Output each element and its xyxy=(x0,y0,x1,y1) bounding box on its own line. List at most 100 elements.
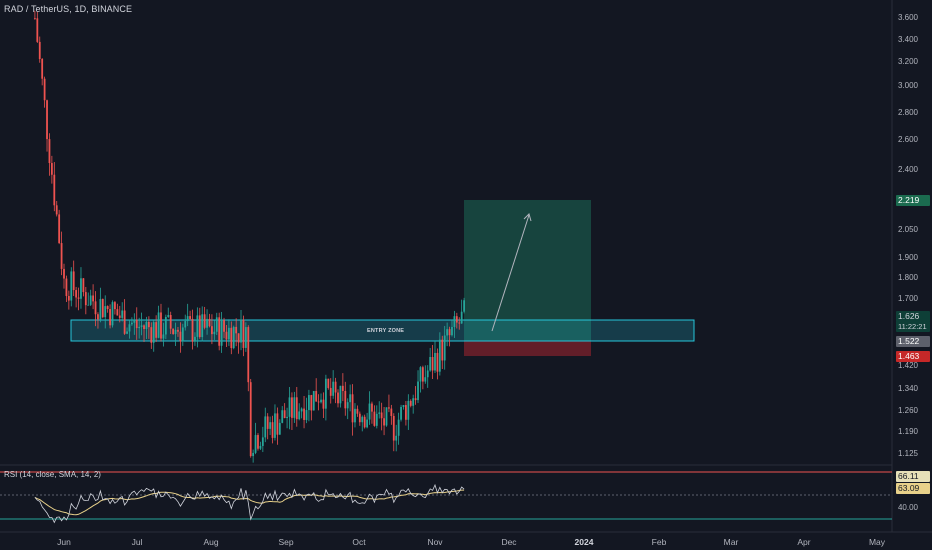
candle-body xyxy=(426,370,429,378)
price-label: 1.800 xyxy=(897,273,918,282)
rsi-ma-tag: 63.09 xyxy=(896,483,930,494)
candle-body xyxy=(421,367,424,382)
candle-body xyxy=(123,310,126,334)
candle-body xyxy=(184,321,187,328)
candle-body xyxy=(82,278,85,293)
candle-body xyxy=(164,316,167,335)
x-label: Oct xyxy=(352,537,366,547)
price-label: 1.700 xyxy=(897,294,918,303)
candle-body xyxy=(375,413,378,426)
rsi-line xyxy=(34,483,465,524)
candle-body xyxy=(38,41,41,59)
candle-body xyxy=(259,445,262,449)
candle-body xyxy=(334,381,337,393)
price-label: 3.000 xyxy=(897,81,918,90)
price-label: 2.050 xyxy=(897,225,918,234)
candle-body xyxy=(405,405,407,420)
chart-title: RAD / TetherUS, 1D, BINANCE xyxy=(4,4,133,14)
x-label-year: 2024 xyxy=(574,537,594,547)
candle-body xyxy=(322,399,325,409)
candle-body xyxy=(97,314,99,320)
candle-body xyxy=(225,331,228,340)
candle-body xyxy=(295,397,298,420)
candle-body xyxy=(451,326,453,336)
projection-arrow[interactable] xyxy=(491,213,532,332)
candle-body xyxy=(349,394,352,403)
candle-body xyxy=(346,402,349,409)
candle-body xyxy=(247,327,250,383)
candle-body xyxy=(70,271,73,301)
x-label: Mar xyxy=(723,537,739,547)
candle-body xyxy=(436,352,439,372)
candle-body xyxy=(150,327,153,343)
x-label: Jul xyxy=(131,537,143,547)
candle-body xyxy=(152,322,155,343)
candle-body xyxy=(143,325,145,330)
candle-body xyxy=(65,278,68,296)
candle-body xyxy=(293,397,296,418)
price-label: 1.125 xyxy=(897,449,918,458)
target-zone[interactable] xyxy=(464,200,591,341)
candle-body xyxy=(60,243,63,269)
candle-body xyxy=(181,327,184,342)
candle-body xyxy=(235,326,238,334)
candle-body xyxy=(354,408,356,423)
candle-body xyxy=(356,408,359,414)
candle-body xyxy=(174,329,177,335)
price-label: 1.190 xyxy=(897,427,918,436)
candle-body xyxy=(329,387,332,396)
candle-body xyxy=(121,310,124,318)
candle-body xyxy=(155,322,158,338)
countdown-tag: 11:22:21 xyxy=(896,321,930,332)
candle-body xyxy=(266,416,269,429)
candle-body xyxy=(53,174,56,206)
stop-price-tag: 1.463 xyxy=(896,351,930,362)
candle-body xyxy=(249,382,252,457)
candle-body xyxy=(189,316,191,319)
candle-body xyxy=(104,306,107,318)
x-label: Apr xyxy=(797,537,811,547)
candle-body xyxy=(358,413,361,423)
rsi-level-label: 40.00 xyxy=(897,503,918,512)
candle-body xyxy=(237,333,240,343)
candle-body xyxy=(438,339,441,372)
candle-body xyxy=(252,452,255,457)
candle-body xyxy=(351,394,354,423)
candle-body xyxy=(130,322,133,325)
candle-body xyxy=(169,315,172,329)
x-label: Jun xyxy=(57,537,71,547)
candle-body xyxy=(240,319,242,343)
target-price-tag: 2.219 xyxy=(896,195,930,206)
candle-body xyxy=(283,410,286,419)
candle-body xyxy=(34,18,36,19)
candle-body xyxy=(135,319,138,329)
candle-body xyxy=(242,319,245,348)
stop-zone[interactable] xyxy=(464,341,591,356)
entry-zone-label: ENTRY ZONE xyxy=(367,328,405,334)
candle-body xyxy=(310,395,313,411)
candle-body xyxy=(303,408,305,420)
candle-body xyxy=(244,327,247,348)
candle-body xyxy=(337,392,339,404)
candle-body xyxy=(186,316,189,322)
candle-body xyxy=(298,411,301,420)
candle-body xyxy=(215,317,218,332)
candle-body xyxy=(288,397,291,417)
x-label: Sep xyxy=(278,537,294,547)
candle-body xyxy=(341,385,344,391)
candle-body xyxy=(50,163,53,175)
candle-body xyxy=(434,352,436,371)
candle-body xyxy=(419,367,422,382)
candle-body xyxy=(55,205,58,215)
price-label: 2.600 xyxy=(897,135,918,144)
candle-body xyxy=(89,295,92,305)
candle-body xyxy=(203,314,206,328)
candle-body xyxy=(409,400,412,406)
candle-body xyxy=(167,315,170,317)
candle-body xyxy=(264,416,267,438)
candle-body xyxy=(269,422,272,429)
candle-body xyxy=(58,214,61,244)
candle-body xyxy=(223,319,225,332)
candle-body xyxy=(72,271,75,291)
